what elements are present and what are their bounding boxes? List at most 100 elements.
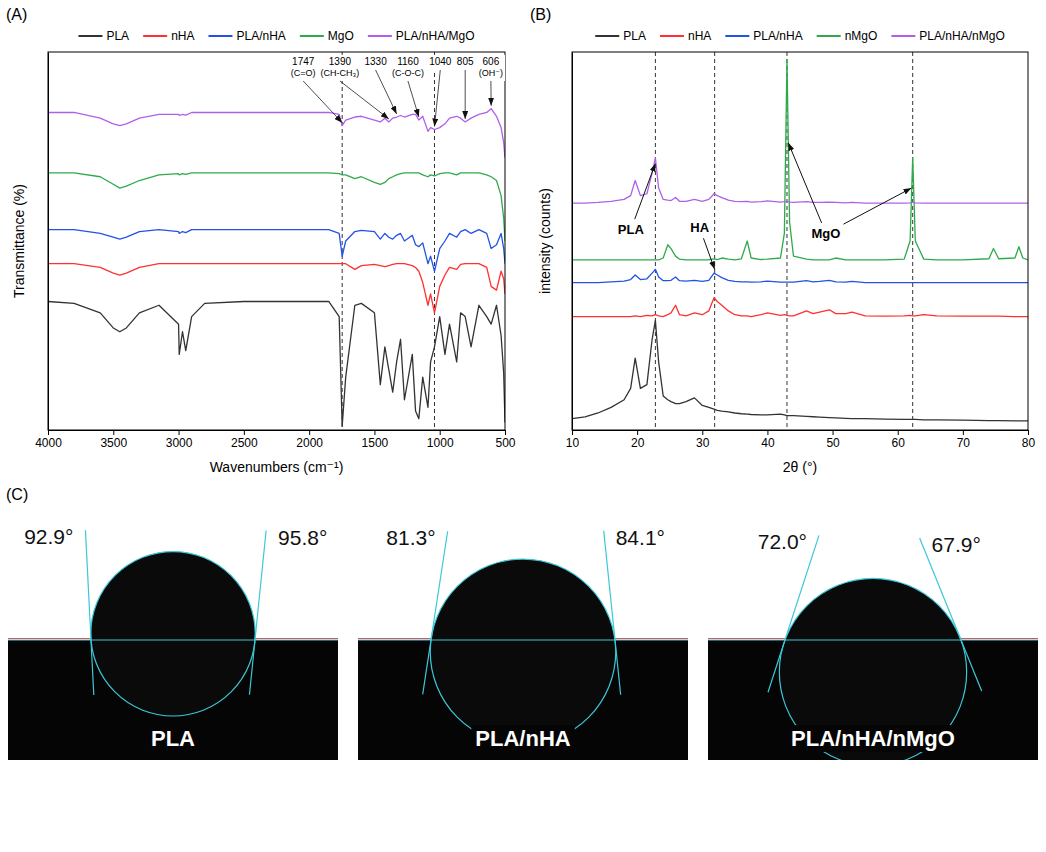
- x-axis-tick: [244, 430, 245, 435]
- annotation: 1390(CH-CH₃): [319, 55, 362, 81]
- series-line: [572, 269, 1028, 282]
- legend-item: nHA: [660, 29, 711, 43]
- x-axis-tick: [572, 430, 573, 435]
- reference-line: [912, 52, 913, 430]
- y-axis-line: [572, 53, 573, 431]
- x-axis-tick-label: 1500: [362, 436, 389, 450]
- label-patch: [362, 55, 389, 70]
- x-axis-title: 2θ (°): [783, 459, 817, 475]
- legend: PLA nHA PLA/nHA MgO PLA/nHA/MgO: [78, 29, 474, 43]
- sample-name-group: PLA/nHA: [471, 725, 574, 752]
- x-axis-tick: [179, 430, 180, 435]
- series-line: [48, 173, 505, 241]
- sample-name: PLA: [151, 726, 195, 751]
- legend-label: nMgO: [845, 29, 878, 43]
- annotation-label: 606: [483, 56, 500, 67]
- x-axis-tick-label: 20: [631, 436, 645, 450]
- legend: PLAnHAPLA/nHAnMgOPLA/nHA/nMgO: [595, 29, 1004, 43]
- x-axis-tick-label: 2500: [231, 436, 258, 450]
- x-axis-tick: [963, 430, 964, 435]
- legend-label: PLA/nHA/MgO: [396, 29, 475, 43]
- annotation: 805: [455, 55, 476, 70]
- legend-swatch: [143, 35, 167, 37]
- annotation-leader: [340, 81, 389, 119]
- legend-item: PLA: [78, 29, 129, 43]
- legend-swatch: [208, 35, 232, 37]
- label-patch: [427, 55, 454, 70]
- label-patch: [810, 225, 843, 242]
- x-axis-tick-group: 10: [566, 430, 580, 450]
- annotation: 1040: [427, 55, 454, 70]
- plot-frame: [572, 52, 1028, 430]
- fitted-circle: [779, 578, 966, 760]
- annotation-leader: [408, 81, 419, 117]
- annotation-label: HA: [690, 220, 709, 235]
- panel: (B)10203040506070802θ (°)intensity (coun…: [530, 6, 1035, 475]
- droplet: [779, 578, 966, 760]
- legend-label: PLA: [106, 29, 129, 43]
- reference-line: [714, 52, 715, 430]
- legend-swatch: [660, 35, 684, 37]
- x-axis-tick-group: 80: [1022, 430, 1036, 450]
- legend-item: nHA: [143, 29, 194, 43]
- x-axis-tick-label: 3500: [100, 436, 127, 450]
- x-axis-tick-group: 2500: [231, 430, 258, 450]
- label-patch: [616, 221, 647, 238]
- annotation-leader: [465, 70, 466, 119]
- x-axis-line: [573, 430, 1029, 431]
- tangent-line: [249, 531, 266, 695]
- x-axis-tick-label: 60: [892, 436, 906, 450]
- x-axis-tick-group: 60: [892, 430, 906, 450]
- label-patch: [289, 55, 318, 81]
- baseline: [358, 639, 688, 640]
- x-axis: 4000350030002500200015001000500: [35, 430, 516, 450]
- x-axis-line: [49, 430, 506, 431]
- plot-area: [572, 52, 1028, 430]
- label-patch: [319, 55, 362, 81]
- annotation-leader: [434, 70, 440, 126]
- legend-swatch: [891, 35, 915, 37]
- x-axis-tick-group: 3500: [100, 430, 127, 450]
- legend-swatch: [817, 35, 841, 37]
- x-axis-tick: [374, 430, 375, 435]
- legend-label: nHA: [171, 29, 194, 43]
- annotation-label: 805: [457, 56, 474, 67]
- label-patch: [688, 219, 711, 236]
- series-line: [48, 230, 505, 272]
- x-axis-tick-group: 70: [957, 430, 971, 450]
- label-patch: [147, 725, 199, 752]
- photo-background: [358, 510, 688, 760]
- legend-item: nMgO: [817, 29, 878, 43]
- plot-area: [48, 52, 505, 430]
- y-axis: [572, 53, 573, 431]
- annotation-label: 1040: [429, 56, 452, 67]
- annotation: MgO: [810, 225, 843, 242]
- label-patch: [471, 725, 574, 752]
- series-line: [48, 301, 505, 426]
- x-axis-title: Wavenumbers (cm⁻¹): [210, 459, 344, 475]
- label-patch: [787, 725, 959, 752]
- photo: [708, 510, 1038, 760]
- annotation: HA: [688, 219, 711, 236]
- annotation-label: PLA: [618, 222, 645, 237]
- panel-letter: (A): [6, 6, 27, 23]
- series-line: [572, 60, 1028, 260]
- legend-item: PLA/nHA: [725, 29, 802, 43]
- legend-swatch: [78, 35, 102, 37]
- annotations: 1747(C=O)1390(CH-CH₃)13301160(C-O-C)1040…: [289, 55, 505, 126]
- reference-line: [434, 52, 435, 430]
- x-axis-tick-label: 10: [566, 436, 580, 450]
- legend-item: PLA/nHA/nMgO: [891, 29, 1004, 43]
- x-axis-tick: [48, 430, 49, 435]
- droplet: [91, 552, 255, 716]
- reference-line: [342, 52, 343, 430]
- y-axis-title: Transmittance (%): [11, 184, 27, 298]
- baseline: [8, 639, 338, 640]
- annotation-arrow: [843, 188, 911, 224]
- tangent-line: [768, 535, 819, 692]
- legend-label: MgO: [328, 29, 354, 43]
- annotation: 1160(C-O-C): [390, 55, 426, 81]
- annotation-label: MgO: [812, 226, 841, 241]
- legend-item: PLA/nHA: [208, 29, 285, 43]
- angle-label: 81.3°: [386, 526, 435, 549]
